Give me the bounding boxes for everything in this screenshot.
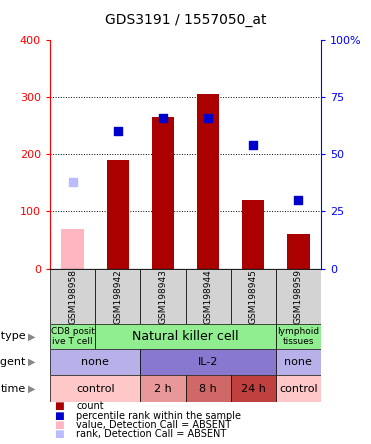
- Bar: [50, 375, 140, 402]
- Text: value, Detection Call = ABSENT: value, Detection Call = ABSENT: [76, 420, 231, 430]
- Text: GSM198944: GSM198944: [204, 269, 213, 324]
- Bar: [95, 269, 140, 324]
- Text: none: none: [81, 357, 109, 367]
- Bar: [231, 375, 276, 402]
- Bar: [197, 94, 219, 269]
- Text: IL-2: IL-2: [198, 357, 218, 367]
- Bar: [50, 349, 140, 375]
- Text: Natural killer cell: Natural killer cell: [132, 330, 239, 343]
- Point: [70, 178, 76, 185]
- Text: GDS3191 / 1557050_at: GDS3191 / 1557050_at: [105, 13, 266, 27]
- Bar: [140, 375, 186, 402]
- Bar: [152, 117, 174, 269]
- Text: ▶: ▶: [28, 331, 35, 341]
- Text: lymphoid
tissues: lymphoid tissues: [277, 327, 319, 346]
- Text: CD8 posit
ive T cell: CD8 posit ive T cell: [51, 327, 95, 346]
- Text: 8 h: 8 h: [199, 384, 217, 393]
- Text: percentile rank within the sample: percentile rank within the sample: [76, 411, 241, 420]
- Bar: [140, 349, 276, 375]
- Bar: [287, 234, 310, 269]
- Text: none: none: [285, 357, 312, 367]
- Text: GSM198958: GSM198958: [68, 269, 77, 324]
- Bar: [61, 229, 84, 269]
- Text: 24 h: 24 h: [241, 384, 266, 393]
- Point: [205, 114, 211, 121]
- Text: GSM198942: GSM198942: [113, 269, 122, 324]
- Text: GSM198943: GSM198943: [158, 269, 167, 324]
- Bar: [186, 269, 231, 324]
- Text: ■: ■: [54, 420, 63, 430]
- Text: ■: ■: [54, 411, 63, 420]
- Bar: [276, 349, 321, 375]
- Text: 2 h: 2 h: [154, 384, 172, 393]
- Point: [250, 142, 256, 149]
- Bar: [50, 269, 95, 324]
- Bar: [276, 324, 321, 349]
- Point: [295, 197, 301, 204]
- Bar: [95, 324, 276, 349]
- Text: rank, Detection Call = ABSENT: rank, Detection Call = ABSENT: [76, 429, 226, 439]
- Text: ▶: ▶: [28, 384, 35, 393]
- Text: ▶: ▶: [28, 357, 35, 367]
- Text: ■: ■: [54, 429, 63, 439]
- Bar: [276, 375, 321, 402]
- Bar: [50, 324, 95, 349]
- Text: count: count: [76, 401, 104, 411]
- Bar: [242, 200, 265, 269]
- Bar: [186, 375, 231, 402]
- Text: control: control: [279, 384, 318, 393]
- Text: cell type: cell type: [0, 331, 26, 341]
- Text: agent: agent: [0, 357, 26, 367]
- Text: ■: ■: [54, 401, 63, 411]
- Text: control: control: [76, 384, 115, 393]
- Bar: [276, 269, 321, 324]
- Bar: [140, 269, 186, 324]
- Point: [115, 128, 121, 135]
- Bar: [231, 269, 276, 324]
- Text: GSM198945: GSM198945: [249, 269, 258, 324]
- Point: [160, 114, 166, 121]
- Text: GSM198959: GSM198959: [294, 269, 303, 324]
- Bar: [106, 160, 129, 269]
- Text: time: time: [1, 384, 26, 393]
